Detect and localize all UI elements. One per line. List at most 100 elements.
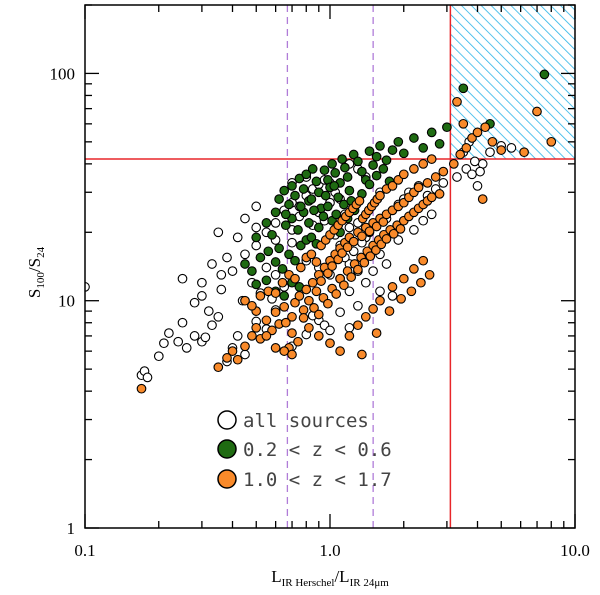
y-axis-title: S100/S24 [25, 246, 47, 298]
data-point [375, 190, 385, 201]
data-point [381, 155, 392, 166]
data-point [434, 138, 445, 149]
data-point [375, 295, 385, 306]
data-point [294, 291, 305, 301]
data-point [207, 320, 217, 331]
data-point [311, 257, 322, 267]
data-point [290, 297, 300, 308]
data-point [416, 277, 426, 288]
data-point [472, 181, 483, 191]
x-tick-label: 10.0 [560, 541, 590, 560]
data-point [371, 170, 382, 181]
data-point [213, 311, 224, 322]
x-axis-title-sub2: IR 24μm [350, 577, 390, 589]
data-point [418, 255, 429, 266]
data-point [424, 269, 435, 280]
data-point [344, 286, 355, 297]
data-point [384, 306, 395, 316]
data-point [496, 145, 507, 155]
axis-tick-labels: 0.1 1.0 10.0 1 10 100 [50, 64, 590, 560]
data-point [274, 243, 284, 254]
data-point [279, 346, 290, 356]
data-point [316, 276, 326, 286]
data-point [452, 172, 462, 182]
data-point [261, 218, 272, 228]
data-point [290, 255, 300, 266]
data-point [251, 232, 262, 243]
data-point [313, 331, 324, 341]
data-point [461, 143, 472, 153]
data-point [442, 122, 452, 133]
data-point [331, 209, 342, 220]
data-point [378, 164, 389, 174]
data-point [311, 176, 322, 187]
data-point [319, 165, 330, 176]
x-axis-title: LIR Herschel/LIR 24μm [271, 567, 389, 589]
data-point [339, 280, 349, 291]
data-point [142, 372, 153, 383]
data-point [247, 266, 257, 276]
legend-item-all-sources: all sources [217, 410, 369, 432]
data-point [255, 252, 266, 263]
data-point [360, 277, 371, 288]
data-point [359, 257, 370, 268]
data-point [353, 264, 363, 275]
data-point [251, 279, 262, 290]
data-point [301, 284, 312, 295]
data-point [284, 199, 294, 210]
data-point [270, 207, 281, 218]
data-point [357, 349, 367, 360]
data-point [261, 275, 272, 286]
data-point [323, 268, 333, 279]
data-point [277, 264, 288, 274]
data-point [227, 266, 238, 276]
data-point [426, 127, 437, 138]
data-point [455, 149, 466, 160]
x-axis-title-mid: /L [334, 567, 349, 586]
data-point [298, 305, 309, 315]
data-point [240, 259, 250, 269]
data-point [360, 311, 371, 322]
data-point [519, 147, 529, 158]
data-point [458, 118, 469, 129]
legend-item-low-z: 0.2 < z < 0.6 [217, 439, 392, 461]
data-point [409, 264, 419, 274]
x-axis-title-main: L [271, 567, 281, 586]
data-point [371, 151, 382, 162]
data-point [472, 127, 483, 138]
data-point [261, 262, 272, 273]
data-point [396, 293, 406, 304]
data-point [409, 133, 419, 143]
data-point [307, 277, 318, 288]
y-axis-title-main: S [25, 289, 44, 298]
axis-ticks [84, 4, 576, 529]
data-point [251, 201, 262, 212]
data-point [270, 257, 281, 267]
data-point [354, 196, 365, 206]
data-point [368, 160, 378, 170]
data-point [430, 172, 441, 182]
data-point [290, 190, 300, 201]
data-point [280, 220, 291, 231]
data-point [452, 96, 462, 107]
data-point [240, 213, 250, 224]
data-point [434, 189, 445, 199]
data-point [371, 245, 381, 255]
data-point [277, 277, 288, 288]
y-tick-label: 1 [67, 519, 76, 538]
data-point [197, 277, 207, 288]
data-point [387, 291, 398, 301]
data-point [371, 221, 382, 232]
data-point [409, 164, 419, 174]
data-point [309, 205, 319, 216]
data-point [426, 192, 437, 203]
data-point [222, 252, 232, 263]
legend-marker-low-z [217, 439, 237, 459]
data-point [357, 231, 367, 242]
data-point [173, 336, 184, 347]
data-point [323, 298, 333, 309]
data-point [290, 273, 300, 284]
data-point [426, 154, 437, 164]
data-point [213, 227, 224, 238]
